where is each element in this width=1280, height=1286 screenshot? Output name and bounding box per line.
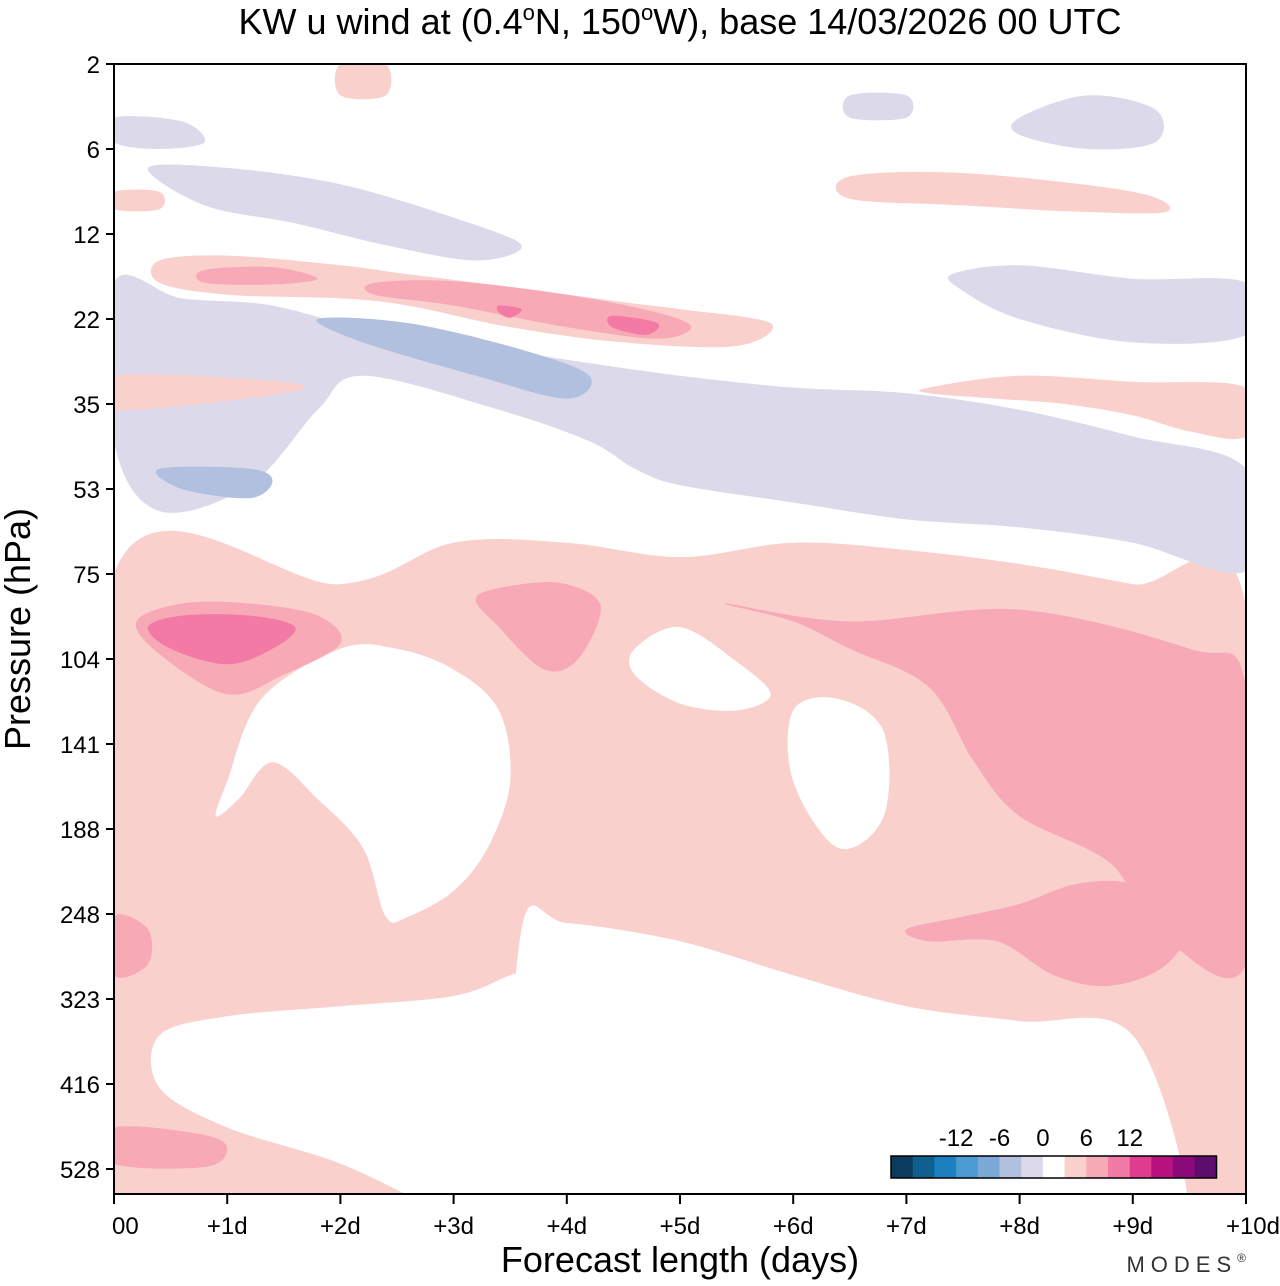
- x-tick-label: +3d: [433, 1213, 474, 1240]
- contour-region: [919, 375, 1246, 440]
- brand-mark: ®: [1237, 1251, 1252, 1265]
- title-prefix: KW u wind at (0.4: [239, 1, 523, 42]
- y-tick-label: 323: [60, 987, 100, 1014]
- colorbar-swatch: [999, 1156, 1022, 1178]
- contour-region: [147, 164, 522, 261]
- colorbar-swatch: [934, 1156, 957, 1178]
- contour-region: [629, 626, 771, 711]
- colorbar-tick-label: 12: [1116, 1125, 1143, 1152]
- colorbar-tick-label: 0: [1036, 1125, 1049, 1152]
- colorbar-swatch: [977, 1156, 1000, 1178]
- colorbar-swatch: [1064, 1156, 1087, 1178]
- colorbar-swatch: [1194, 1156, 1217, 1178]
- title-degree-sign-2: o: [641, 0, 653, 25]
- y-tick-label: 12: [73, 222, 100, 249]
- contour-regions: [114, 64, 1246, 1194]
- title-degree-sign: o: [523, 0, 535, 25]
- y-tick-label: 35: [73, 392, 100, 419]
- x-tick-label: +10d: [1226, 1213, 1280, 1240]
- x-tick-label: 00: [112, 1213, 139, 1240]
- x-tick-label: +2d: [320, 1213, 361, 1240]
- contour-region: [507, 905, 1188, 1194]
- x-tick-label: +8d: [999, 1213, 1040, 1240]
- brand-logo: MODES®: [1126, 1251, 1252, 1277]
- colorbar-swatch: [912, 1156, 935, 1178]
- y-tick-label: 416: [60, 1072, 100, 1099]
- contour-region: [114, 116, 206, 149]
- x-tick-label: +1d: [207, 1213, 248, 1240]
- brand-name: MODES: [1126, 1252, 1237, 1277]
- contour-region: [496, 305, 522, 318]
- contour-region: [114, 914, 153, 978]
- y-tick-label: 2: [87, 52, 100, 79]
- contour-region: [150, 953, 591, 1194]
- contour-region: [215, 644, 511, 923]
- contour-region: [835, 171, 1171, 214]
- chart-title: KW u wind at (0.4oN, 150oW), base 14/03/…: [239, 0, 1122, 42]
- colorbar-swatch: [891, 1156, 914, 1178]
- x-axis-ticks: 00 +1d +2d +3d +4d +5d +6d +7d +8d +9d +10d: [112, 1194, 1280, 1240]
- y-tick-label: 248: [60, 902, 100, 929]
- colorbar-swatch: [1129, 1156, 1152, 1178]
- y-axis-label: Pressure (hPa): [0, 508, 38, 750]
- contour-region: [947, 265, 1246, 344]
- x-tick-label: +5d: [660, 1213, 701, 1240]
- contour-region: [147, 614, 296, 665]
- colorbar-tick-label: -6: [989, 1125, 1010, 1152]
- colorbar-swatch: [1173, 1156, 1196, 1178]
- colorbar-swatch: [1042, 1156, 1066, 1178]
- contour-region: [196, 266, 318, 285]
- colorbar-swatch: [1108, 1156, 1131, 1178]
- x-tick-label: +7d: [886, 1213, 927, 1240]
- y-tick-label: 141: [60, 732, 100, 759]
- contour-region: [114, 189, 165, 212]
- x-axis-label: Forecast length (days): [501, 1239, 859, 1280]
- y-tick-label: 75: [73, 562, 100, 589]
- y-tick-label: 188: [60, 817, 100, 844]
- contour-region: [316, 317, 592, 399]
- contour-region: [114, 374, 306, 411]
- contour-region: [787, 697, 890, 850]
- title-mid: N, 150: [535, 1, 641, 42]
- contour-region: [842, 92, 914, 121]
- contour-region: [475, 581, 601, 672]
- colorbar: -12 -6 0 6 12: [890, 1125, 1218, 1179]
- y-tick-label: 53: [73, 477, 100, 504]
- colorbar-swatch: [956, 1156, 979, 1178]
- contour-region: [905, 880, 1191, 987]
- plot-area: [114, 64, 1246, 1194]
- contour-region: [607, 315, 660, 335]
- x-tick-label: +9d: [1112, 1213, 1153, 1240]
- colorbar-tick-label: -12: [939, 1125, 974, 1152]
- colorbar-swatch: [1086, 1156, 1109, 1178]
- y-tick-label: 6: [87, 137, 100, 164]
- y-axis-ticks: 2 6 12 22 35 53 75 104 141 188 248 323 416 528: [60, 52, 114, 1184]
- colorbar-tick-label: 6: [1080, 1125, 1093, 1152]
- x-tick-label: +4d: [546, 1213, 587, 1240]
- y-tick-label: 22: [73, 307, 100, 334]
- contour-region: [334, 64, 392, 100]
- contour-region: [155, 466, 273, 499]
- colorbar-swatch: [1151, 1156, 1174, 1178]
- contour-region: [724, 603, 1246, 979]
- y-tick-label: 104: [60, 647, 100, 674]
- title-suffix: W), base 14/03/2026 00 UTC: [653, 1, 1121, 42]
- contour-region: [1011, 95, 1164, 150]
- contour-region: [114, 1126, 228, 1169]
- x-tick-label: +6d: [773, 1213, 814, 1240]
- colorbar-frame: [890, 1155, 1218, 1179]
- y-tick-label: 528: [60, 1157, 100, 1184]
- colorbar-swatch: [1021, 1156, 1044, 1178]
